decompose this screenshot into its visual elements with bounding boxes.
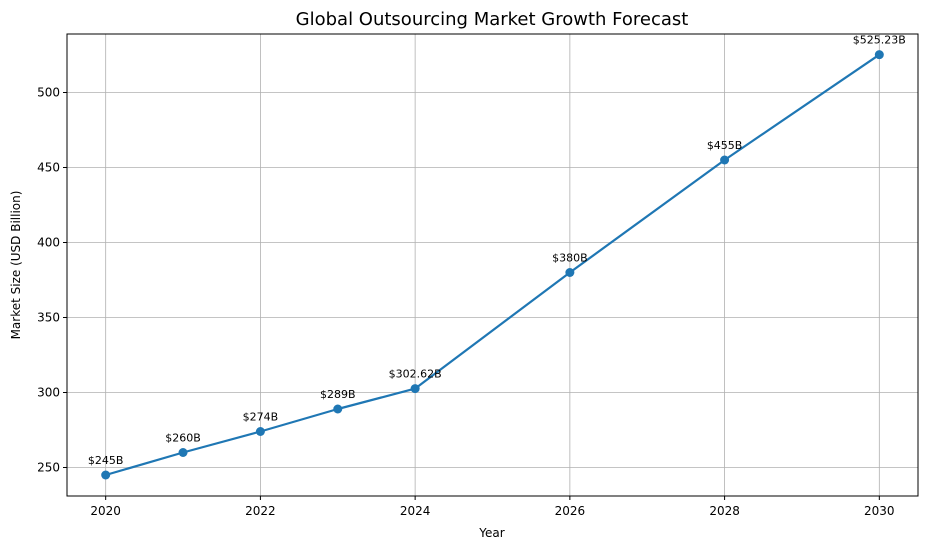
grid: [67, 34, 918, 496]
x-axis-label: Year: [478, 526, 504, 540]
x-tick-label: 2020: [90, 504, 121, 518]
data-label: $289B: [320, 388, 356, 401]
series-line-path: [105, 53, 880, 477]
data-point: [333, 404, 343, 414]
chart-title: Global Outsourcing Market Growth Forecas…: [296, 9, 689, 30]
y-tick-label: 250: [37, 461, 60, 475]
data-label: $455B: [707, 139, 743, 152]
y-tick-label: 400: [37, 236, 60, 250]
data-points: [101, 50, 884, 480]
data-label: $274B: [243, 411, 279, 424]
data-point: [565, 268, 575, 277]
x-tick-label: 2024: [400, 504, 431, 518]
x-tick-label: 2030: [864, 504, 895, 518]
x-tick-label: 2026: [555, 504, 586, 518]
y-tick-label: 300: [37, 386, 60, 400]
data-label: $525.23B: [853, 34, 906, 47]
data-label: $245B: [88, 454, 124, 467]
x-tick-label: 2028: [709, 504, 740, 518]
data-label: $302.62B: [389, 368, 442, 381]
y-axis-ticks: 250 300 350 400 450 500: [37, 86, 67, 475]
y-tick-label: 500: [37, 86, 60, 100]
data-point: [720, 155, 730, 165]
y-tick-label: 350: [37, 311, 60, 325]
data-point: [178, 448, 188, 457]
x-axis-ticks: 2020 2022 2024 2026 2028 2030: [90, 496, 895, 518]
data-labels: $245B $260B $274B $289B $302.62B $380B $455B $5…: [88, 34, 906, 467]
series-line: [105, 53, 880, 477]
x-tick-label: 2022: [245, 504, 276, 518]
y-tick-label: 450: [37, 161, 60, 175]
data-label: $380B: [552, 252, 588, 265]
data-label: $260B: [165, 432, 201, 445]
data-point: [874, 50, 884, 60]
data-point: [101, 470, 111, 480]
data-point: [255, 427, 265, 436]
plot-frame: [66, 33, 919, 497]
y-axis-label: Market Size (USD Billion): [9, 191, 23, 340]
data-point: [410, 384, 420, 394]
